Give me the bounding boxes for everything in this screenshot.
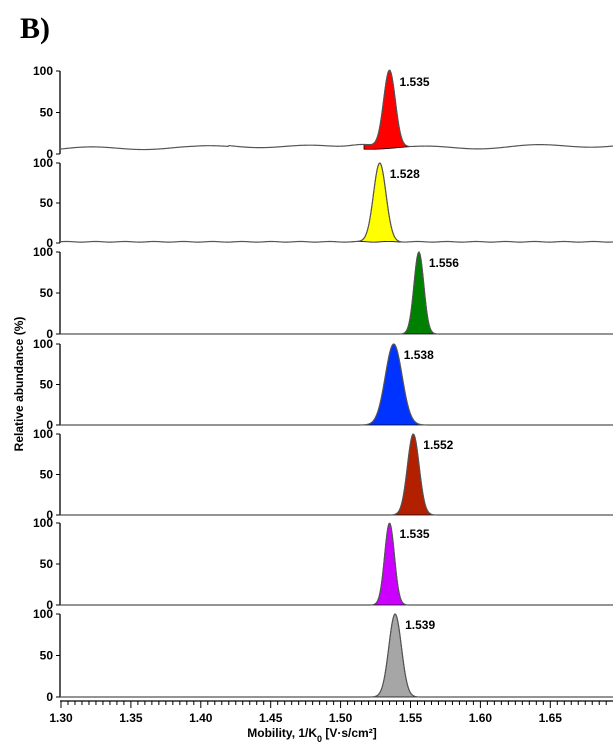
y-tick-label: 50 [40, 286, 54, 300]
peak-label: 1.556 [429, 256, 459, 270]
x-tick-label: 1.50 [329, 711, 353, 725]
peak-label: 1.535 [400, 75, 430, 89]
panel-label: B) [20, 12, 50, 45]
y-tick-label: 0 [46, 327, 53, 341]
panel-2: 0 50 100 1.528 [33, 156, 613, 250]
y-tick-label: 100 [33, 337, 53, 351]
y-tick-label: 100 [33, 245, 53, 259]
peak-label: 1.552 [423, 438, 453, 452]
panel-7: 0 50 100 1.539 [33, 607, 613, 704]
y-tick-label: 100 [33, 64, 53, 78]
y-axis-title: Relative abundance (%) [12, 317, 26, 452]
peak-label: 1.538 [404, 348, 434, 362]
x-tick-label: 1.60 [469, 711, 493, 725]
panel-6: 0 50 100 1.535 [33, 516, 613, 612]
x-axis-title-sub: 0 [317, 734, 322, 744]
x-tick-label: 1.40 [189, 711, 213, 725]
y-tick-label: 0 [46, 236, 53, 250]
x-axis-title-unit: [V·s/cm²] [322, 726, 377, 740]
peak-label: 1.535 [400, 527, 430, 541]
x-tick-label: 1.30 [49, 711, 73, 725]
x-axis-title-main: Mobility, 1/K [247, 726, 317, 740]
x-axis: 1.30 1.35 1.40 1.45 1.50 1.55 1.60 1.65 [49, 700, 613, 725]
panel-3: 0 50 100 1.556 [33, 245, 613, 341]
y-tick-label: 0 [46, 418, 53, 432]
y-tick-label: 50 [40, 378, 54, 392]
trace-line [60, 343, 613, 426]
y-tick-label: 50 [40, 649, 54, 663]
x-axis-title: Mobility, 1/K0 [V·s/cm²] [247, 726, 376, 744]
y-tick-label: 100 [33, 607, 53, 621]
y-tick-label: 100 [33, 516, 53, 530]
x-tick-label: 1.55 [399, 711, 423, 725]
trace-line [60, 250, 613, 335]
y-tick-label: 0 [46, 147, 53, 161]
x-tick-label: 1.65 [539, 711, 563, 725]
chart-panels: 0 50 100 1.535 0 50 100 1.528 0 50 100 1.556 0 50 100 1… [33, 64, 613, 704]
peak-label: 1.539 [405, 618, 435, 632]
trace-line [59, 69, 613, 151]
y-tick-label: 0 [46, 690, 53, 704]
y-tick-label: 50 [40, 468, 54, 482]
trace-line [60, 433, 613, 516]
x-tick-label: 1.45 [259, 711, 283, 725]
trace-line [60, 613, 613, 698]
peak-label: 1.528 [390, 167, 420, 181]
y-tick-label: 0 [46, 598, 53, 612]
x-tick-label: 1.35 [119, 711, 143, 725]
y-tick-label: 50 [40, 557, 54, 571]
y-tick-label: 50 [40, 196, 54, 210]
trace-line [60, 522, 613, 606]
y-tick-label: 0 [46, 508, 53, 522]
y-tick-label: 100 [33, 156, 53, 170]
y-tick-label: 50 [40, 106, 54, 120]
panel-1: 0 50 100 1.535 [33, 64, 613, 161]
panel-4: 0 50 100 1.538 [33, 337, 613, 432]
trace-line [59, 162, 613, 243]
y-tick-label: 100 [33, 427, 53, 441]
panel-5: 0 50 100 1.552 [33, 427, 613, 522]
